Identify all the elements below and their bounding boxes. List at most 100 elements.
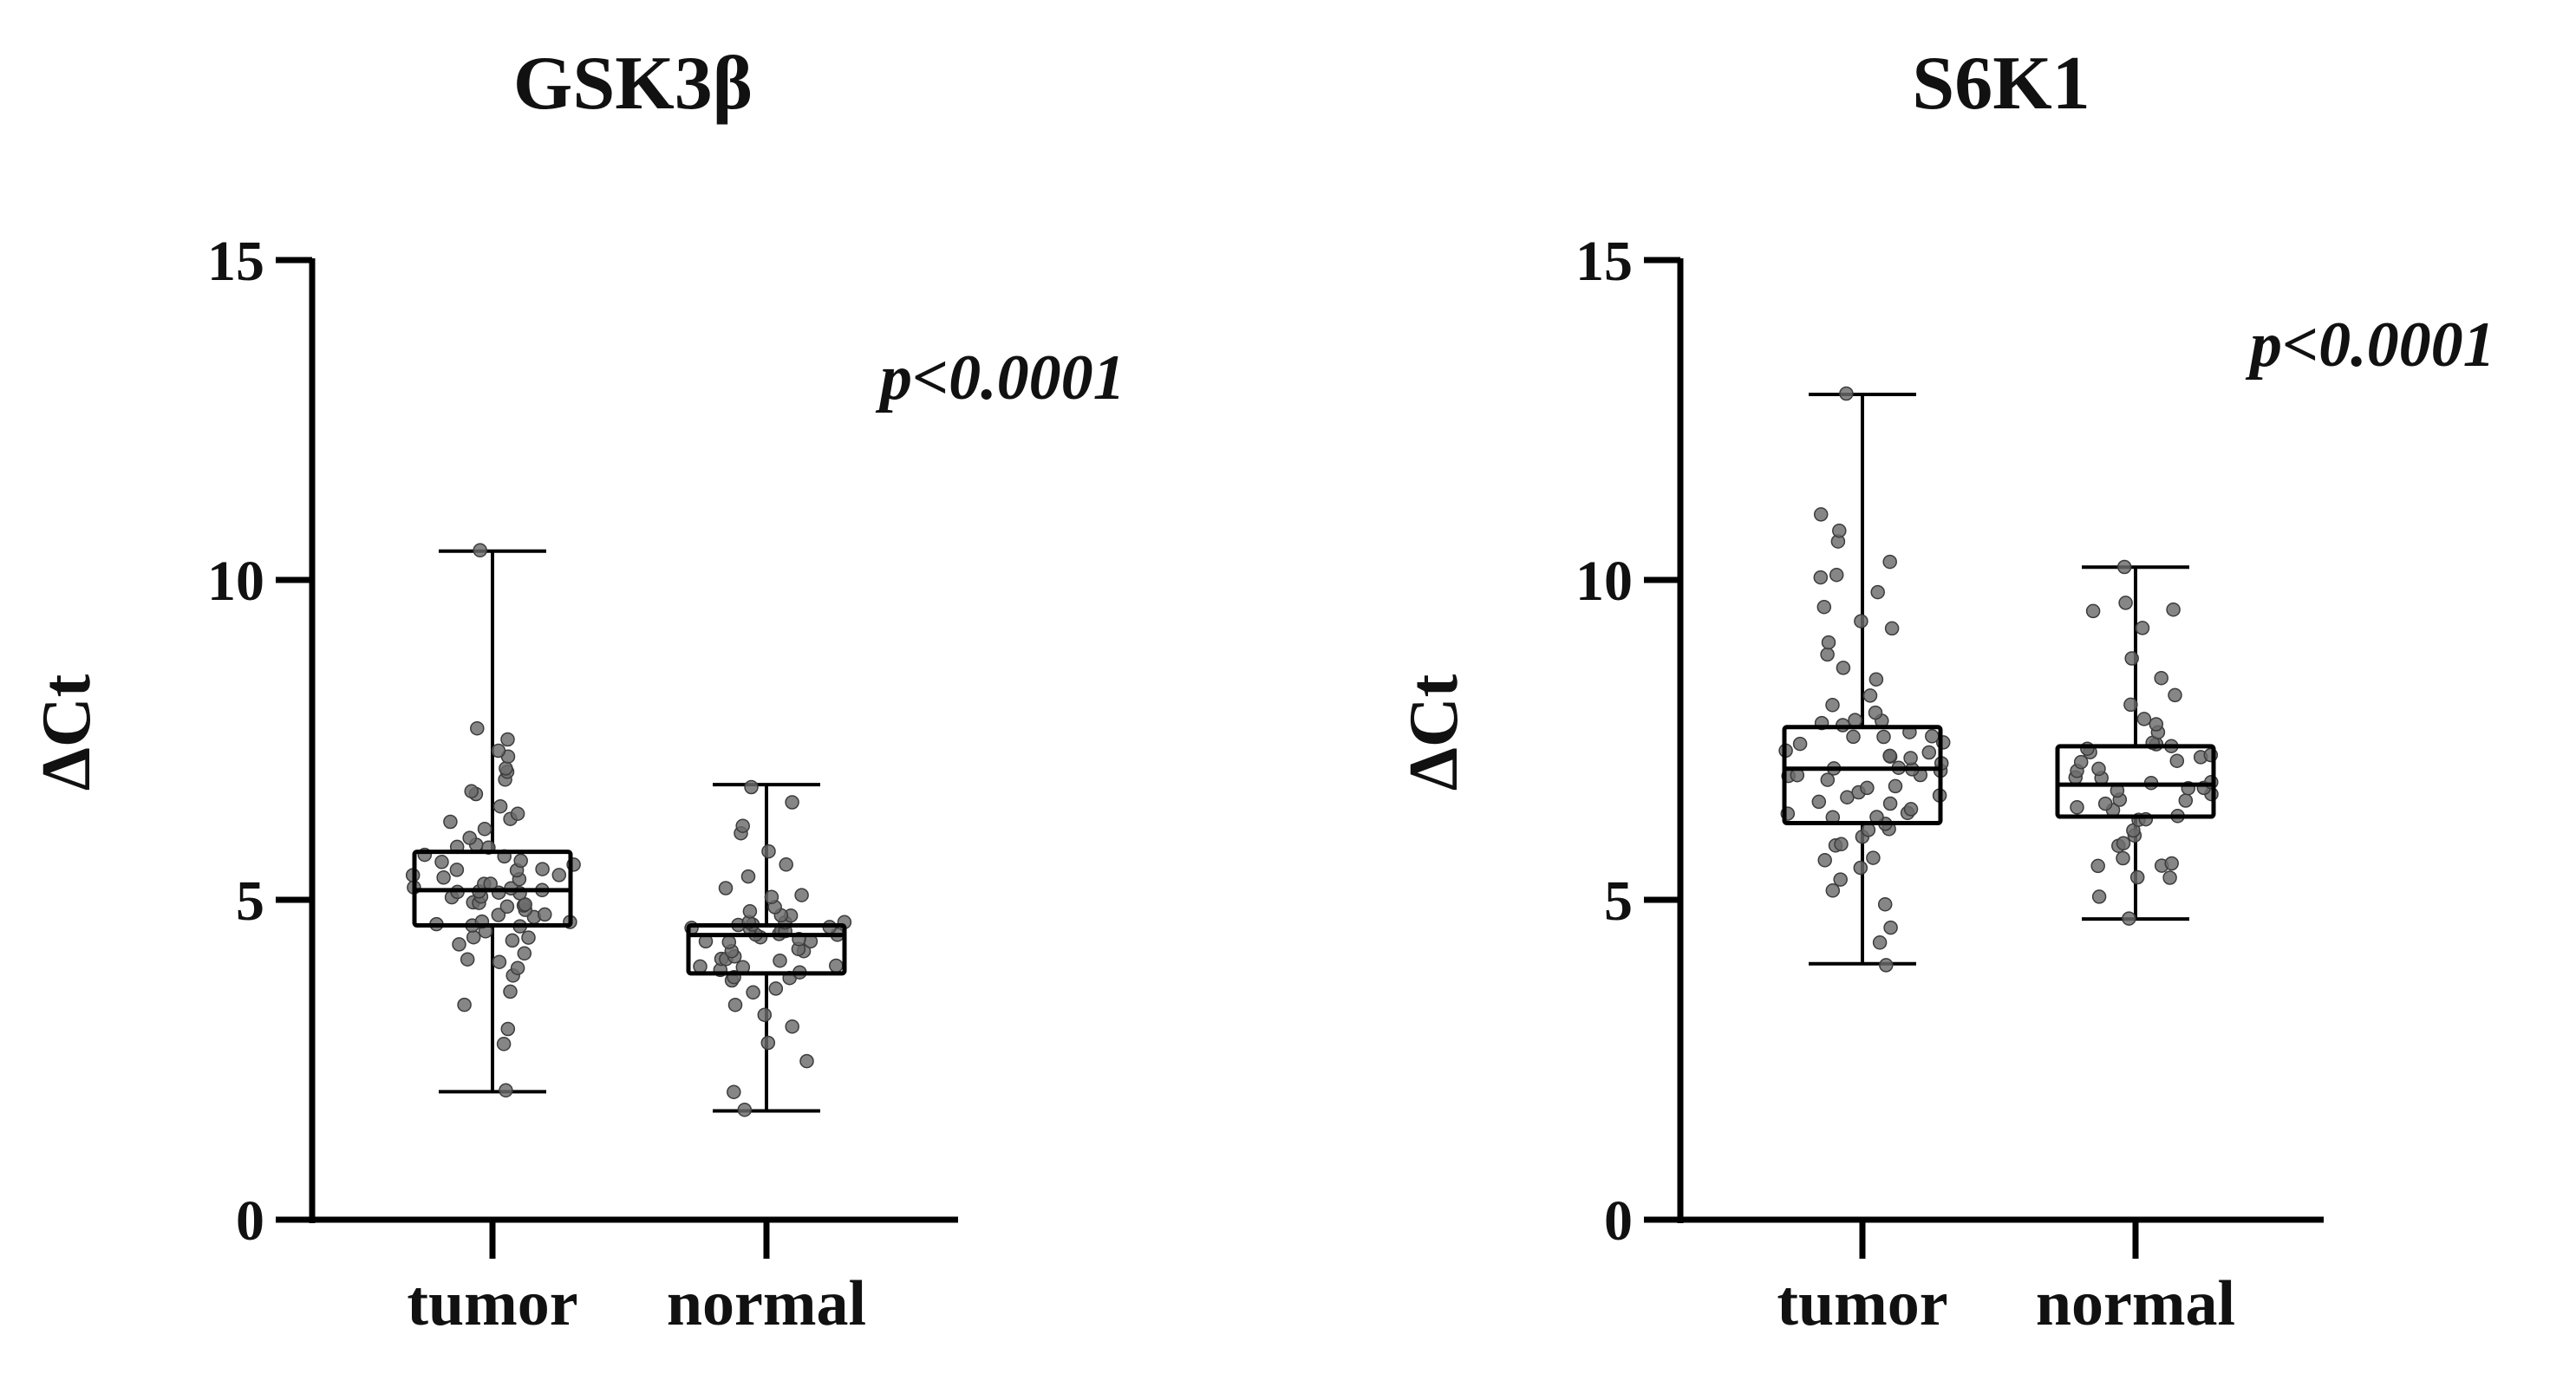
data-point [517, 946, 532, 961]
data-point [457, 997, 472, 1013]
data-point [2116, 850, 2130, 866]
data-point [500, 732, 515, 747]
data-point [2085, 603, 2101, 619]
data-point [1868, 672, 1884, 687]
data-point [2162, 870, 2177, 885]
data-point [1868, 705, 1883, 720]
box-group-tumor: tumor [1777, 386, 1951, 1339]
data-point [2091, 889, 2107, 904]
plot-area: tumor normal [405, 543, 866, 1339]
data-point [2116, 836, 2131, 851]
data-point [785, 1019, 799, 1034]
data-point [1836, 661, 1851, 675]
data-point [1903, 751, 1918, 765]
data-point [500, 1021, 516, 1037]
data-point [799, 1053, 814, 1069]
data-point [2169, 753, 2185, 768]
data-point [464, 784, 479, 799]
y-axis: 0 5 10 15 [1575, 230, 2324, 1253]
data-point [513, 853, 528, 869]
data-point [760, 1035, 776, 1051]
data-point [499, 899, 515, 915]
data-point [449, 863, 465, 877]
data-point [1839, 386, 1854, 401]
data-point [477, 822, 492, 837]
data-point [473, 543, 487, 558]
data-point [1861, 823, 1876, 837]
data-point [492, 954, 507, 969]
data-point [1877, 896, 1893, 912]
data-point [2070, 800, 2084, 815]
box-group-normal: normal [667, 779, 866, 1339]
data-point [436, 870, 451, 885]
data-point [746, 985, 760, 1000]
data-point [829, 958, 844, 974]
chart-panel-s6k1: S6K1 ΔCt p<0.0001 0 5 10 15 tumor normal [1396, 42, 2495, 1339]
data-point [779, 857, 793, 872]
data-point [2097, 796, 2113, 811]
y-tick-label: 15 [207, 230, 264, 293]
data-point [499, 761, 513, 776]
x-tick-label: tumor [1777, 1268, 1947, 1339]
data-point [1813, 570, 1829, 585]
data-point [1820, 647, 1835, 662]
data-point [2164, 856, 2179, 871]
data-point [1876, 729, 1891, 745]
data-point [2091, 761, 2106, 777]
data-point [2135, 621, 2150, 635]
plot-area: tumor normal [1777, 386, 2235, 1339]
data-point [768, 981, 784, 996]
data-point [2129, 869, 2145, 885]
data-point [1825, 698, 1840, 713]
data-point [1832, 523, 1847, 538]
chart-title: GSK3β [513, 42, 753, 126]
data-point [1817, 853, 1832, 868]
data-point [505, 933, 520, 948]
data-point [1882, 796, 1898, 811]
data-point [1833, 872, 1848, 887]
data-point [1883, 920, 1898, 935]
y-tick-label: 10 [207, 550, 264, 613]
data-point [740, 869, 756, 884]
data-point [1854, 614, 1868, 628]
y-tick-label: 0 [1604, 1189, 1633, 1253]
data-point [693, 959, 708, 974]
y-tick-label: 5 [236, 869, 264, 933]
data-point [1860, 780, 1875, 796]
data-point [2118, 596, 2133, 610]
data-point [452, 937, 466, 952]
x-tick-label: normal [2036, 1268, 2235, 1339]
y-axis-title: ΔCt [1396, 674, 1472, 791]
data-point [1821, 635, 1836, 650]
data-point [2136, 712, 2152, 726]
y-axis: 0 5 10 15 [207, 230, 958, 1253]
scatter-points [1778, 386, 1951, 973]
data-point [2166, 602, 2181, 617]
data-point [470, 720, 485, 736]
data-point [2073, 754, 2089, 770]
x-tick-label: tumor [407, 1268, 577, 1339]
data-point [735, 818, 750, 833]
data-point [1872, 935, 1888, 950]
data-point [510, 806, 525, 821]
data-point [2122, 911, 2136, 926]
box-group-normal: normal [2036, 559, 2235, 1339]
data-point [1811, 794, 1827, 810]
data-point [1792, 736, 1808, 752]
data-point [737, 1102, 753, 1117]
data-point [1853, 860, 1868, 876]
data-point [2124, 651, 2139, 666]
scatter-points [2068, 559, 2219, 926]
data-point [521, 930, 536, 945]
data-point [1825, 883, 1841, 898]
data-point [1870, 584, 1885, 600]
data-point [518, 897, 532, 912]
y-tick-label: 5 [1604, 869, 1633, 933]
data-point [2178, 793, 2194, 808]
data-point [2149, 717, 2164, 732]
data-point [718, 881, 734, 895]
data-point [460, 952, 475, 967]
data-point [761, 843, 776, 859]
data-point [1903, 802, 1919, 817]
iqr-box [686, 923, 847, 976]
